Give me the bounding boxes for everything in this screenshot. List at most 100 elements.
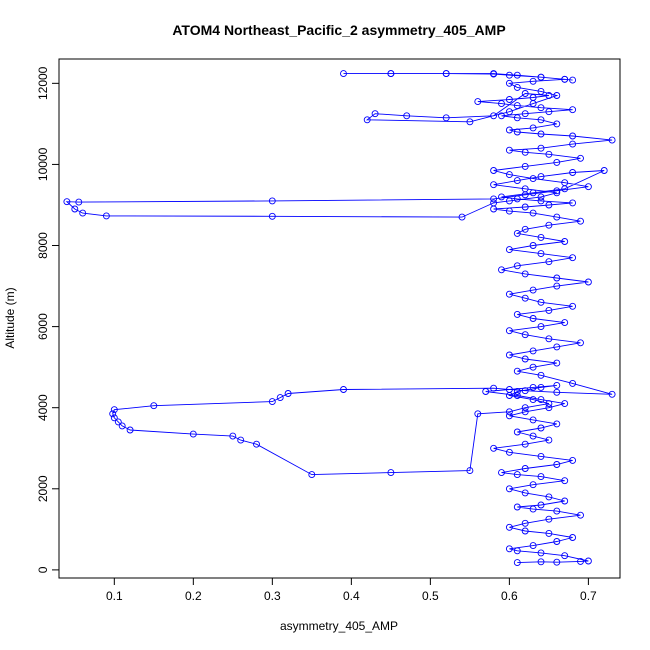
y-tick-label: 12000 bbox=[36, 66, 50, 100]
data-point bbox=[521, 355, 529, 363]
data-point bbox=[537, 173, 545, 181]
data-point bbox=[569, 132, 577, 140]
data-point bbox=[537, 558, 545, 566]
data-point bbox=[553, 381, 561, 389]
data-point bbox=[490, 167, 498, 174]
data-point bbox=[545, 306, 553, 314]
data-point bbox=[537, 233, 545, 241]
data-point bbox=[545, 400, 553, 408]
data-point bbox=[529, 124, 537, 132]
data-point bbox=[490, 181, 498, 189]
data-point bbox=[529, 505, 537, 513]
data-point bbox=[490, 70, 498, 78]
data-point bbox=[513, 229, 521, 237]
data-point bbox=[545, 436, 553, 444]
data-point bbox=[553, 158, 561, 166]
data-point bbox=[569, 534, 577, 541]
data-point bbox=[545, 221, 553, 229]
data-point bbox=[237, 436, 245, 444]
data-point bbox=[553, 359, 561, 367]
data-point bbox=[569, 302, 577, 310]
data-point bbox=[537, 130, 545, 138]
data-point bbox=[482, 388, 490, 395]
data-point bbox=[498, 469, 505, 477]
data-point bbox=[584, 183, 592, 191]
data-point bbox=[109, 410, 117, 418]
data-point bbox=[513, 471, 521, 479]
data-point bbox=[521, 519, 529, 527]
data-point bbox=[505, 408, 513, 416]
y-tick-label: 2000 bbox=[36, 475, 50, 502]
data-point bbox=[545, 108, 553, 116]
data-point bbox=[577, 154, 584, 162]
y-axis: 0 2000 4000 6000 8000 10000 12000 bbox=[36, 66, 60, 573]
data-point bbox=[577, 339, 584, 347]
data-point bbox=[529, 315, 537, 322]
data-point bbox=[553, 420, 561, 428]
data-point bbox=[505, 523, 513, 531]
data-point bbox=[529, 542, 537, 550]
data-point bbox=[521, 203, 529, 211]
data-point bbox=[114, 418, 122, 426]
data-point bbox=[521, 270, 529, 278]
data-point bbox=[537, 73, 545, 81]
data-point bbox=[561, 552, 569, 560]
data-point bbox=[189, 430, 197, 438]
data-point bbox=[537, 424, 545, 432]
data-point bbox=[442, 70, 450, 78]
data-point bbox=[110, 414, 118, 422]
data-point bbox=[498, 266, 505, 274]
data-point bbox=[545, 404, 553, 412]
data-point bbox=[553, 189, 561, 197]
data-point bbox=[537, 104, 545, 112]
data-point bbox=[608, 390, 616, 398]
data-point bbox=[505, 207, 513, 215]
data-point bbox=[490, 195, 498, 203]
data-point bbox=[521, 408, 529, 416]
data-point bbox=[521, 387, 529, 395]
data-point bbox=[569, 106, 577, 114]
data-point bbox=[545, 529, 553, 537]
data-point bbox=[561, 319, 569, 327]
data-point bbox=[529, 286, 537, 294]
y-tick-label: 10000 bbox=[36, 147, 50, 181]
data-point bbox=[371, 110, 379, 118]
data-point bbox=[505, 108, 513, 116]
data-point bbox=[584, 278, 592, 286]
data-point bbox=[569, 169, 577, 176]
data-point bbox=[537, 371, 545, 379]
data-point bbox=[608, 136, 616, 144]
data-point bbox=[490, 444, 498, 452]
data-point bbox=[521, 148, 529, 156]
data-point bbox=[529, 363, 537, 371]
data-point bbox=[569, 140, 577, 148]
data-point bbox=[268, 197, 276, 205]
data-point bbox=[513, 177, 521, 185]
x-axis-label: asymmetry_405_AMP bbox=[280, 619, 398, 633]
data-point bbox=[529, 189, 537, 197]
data-point bbox=[513, 503, 521, 511]
data-point bbox=[474, 410, 482, 418]
data-point bbox=[569, 254, 577, 262]
data-point bbox=[505, 146, 513, 154]
data-point bbox=[561, 179, 569, 187]
x-tick-label: 0.2 bbox=[185, 589, 202, 603]
data-point bbox=[513, 128, 521, 136]
data-point bbox=[529, 242, 537, 249]
data-point bbox=[529, 396, 537, 404]
data-point bbox=[340, 386, 347, 393]
data-point bbox=[521, 440, 529, 448]
data-point bbox=[268, 398, 276, 406]
data-point bbox=[537, 197, 545, 205]
data-point bbox=[529, 432, 537, 440]
data-point bbox=[118, 422, 126, 430]
data-point bbox=[150, 402, 158, 410]
y-tick-label: 6000 bbox=[36, 313, 50, 340]
data-point bbox=[71, 205, 79, 213]
data-point bbox=[553, 343, 561, 351]
data-point bbox=[102, 212, 110, 220]
data-point bbox=[529, 481, 537, 489]
data-point bbox=[537, 549, 545, 557]
data-point bbox=[490, 112, 498, 120]
data-point bbox=[363, 116, 371, 124]
